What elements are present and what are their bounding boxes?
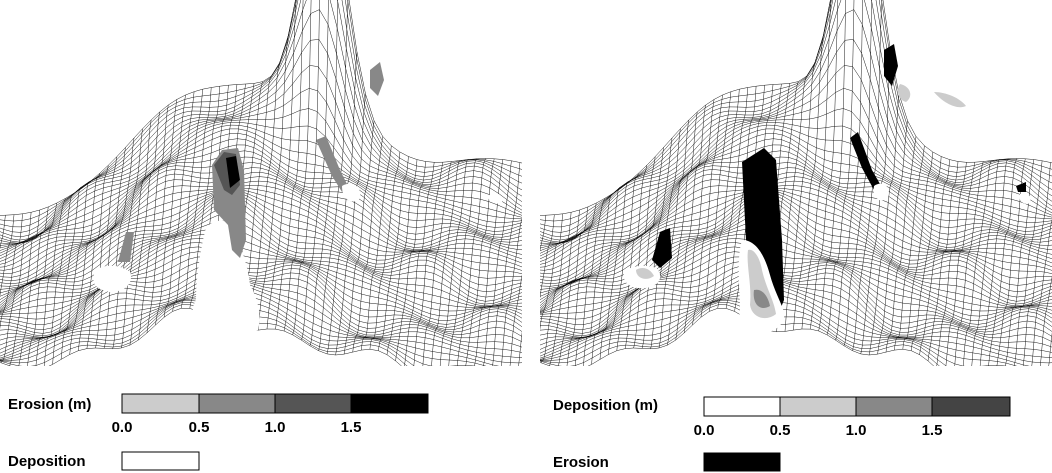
swatch — [704, 453, 780, 471]
swatch-label: Erosion — [553, 454, 609, 471]
scale-swatch — [351, 394, 428, 413]
swatch — [122, 452, 199, 470]
scale-label: 0.5 — [189, 419, 210, 436]
scale-swatch — [856, 397, 932, 416]
scale-swatch — [122, 394, 199, 413]
scale-label: 1.5 — [922, 422, 943, 439]
color-scale — [704, 397, 1010, 416]
scale-swatch — [780, 397, 856, 416]
wireframe — [0, 0, 588, 387]
scale-swatch — [199, 394, 275, 413]
figure: Erosion (m) 0.0 0.5 1.0 1.5 Deposition D… — [0, 0, 1052, 473]
scale-label: 1.0 — [846, 422, 867, 439]
terrain-left — [0, 0, 588, 387]
scale-label: 0.0 — [694, 422, 715, 439]
legend-title: Deposition (m) — [553, 397, 658, 414]
color-scale — [122, 394, 428, 413]
scale-label: 0.5 — [770, 422, 791, 439]
scale-swatch — [704, 397, 780, 416]
swatch-label: Deposition — [8, 453, 86, 470]
scale-label: 1.0 — [265, 419, 286, 436]
scale-label: 1.5 — [341, 419, 362, 436]
patches-right — [624, 44, 1031, 334]
scale-label: 0.0 — [112, 419, 133, 436]
scale-swatch — [275, 394, 351, 413]
scale-swatch — [932, 397, 1010, 416]
legend-title: Erosion (m) — [8, 396, 91, 413]
